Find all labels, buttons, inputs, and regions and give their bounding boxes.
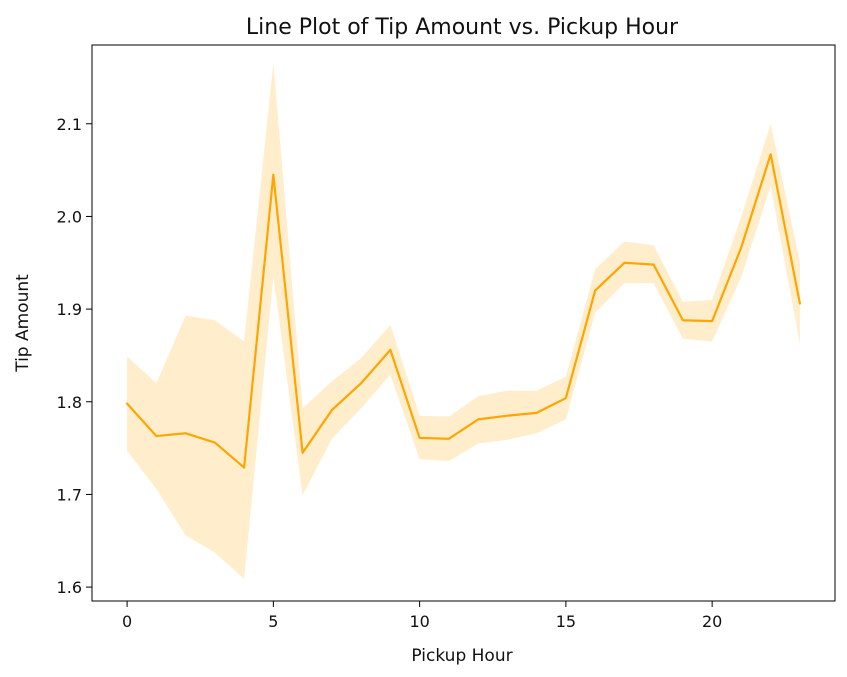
x-axis-label: Pickup Hour (411, 646, 512, 666)
y-tick-label: 2.1 (57, 115, 82, 134)
x-axis: 0 5 10 15 20 (122, 601, 722, 631)
y-tick-label: 1.9 (57, 300, 82, 319)
x-tick-label: 0 (122, 612, 132, 631)
y-tick-label: 1.8 (57, 393, 82, 412)
x-tick-label: 5 (268, 612, 278, 631)
y-axis: 1.6 1.7 1.8 1.9 2.0 2.1 (57, 115, 92, 597)
x-tick-label: 20 (702, 612, 722, 631)
y-axis-label: Tip Amount (13, 274, 33, 373)
y-tick-label: 1.6 (57, 578, 82, 597)
x-tick-label: 10 (409, 612, 429, 631)
y-tick-label: 1.7 (57, 485, 82, 504)
confidence-band (127, 63, 800, 579)
y-tick-label: 2.0 (57, 207, 82, 226)
x-tick-label: 15 (556, 612, 576, 631)
series-line (125, 153, 802, 469)
plot-frame (91, 44, 836, 602)
plot-area (91, 44, 836, 602)
chart-title: Line Plot of Tip Amount vs. Pickup Hour (246, 15, 679, 40)
